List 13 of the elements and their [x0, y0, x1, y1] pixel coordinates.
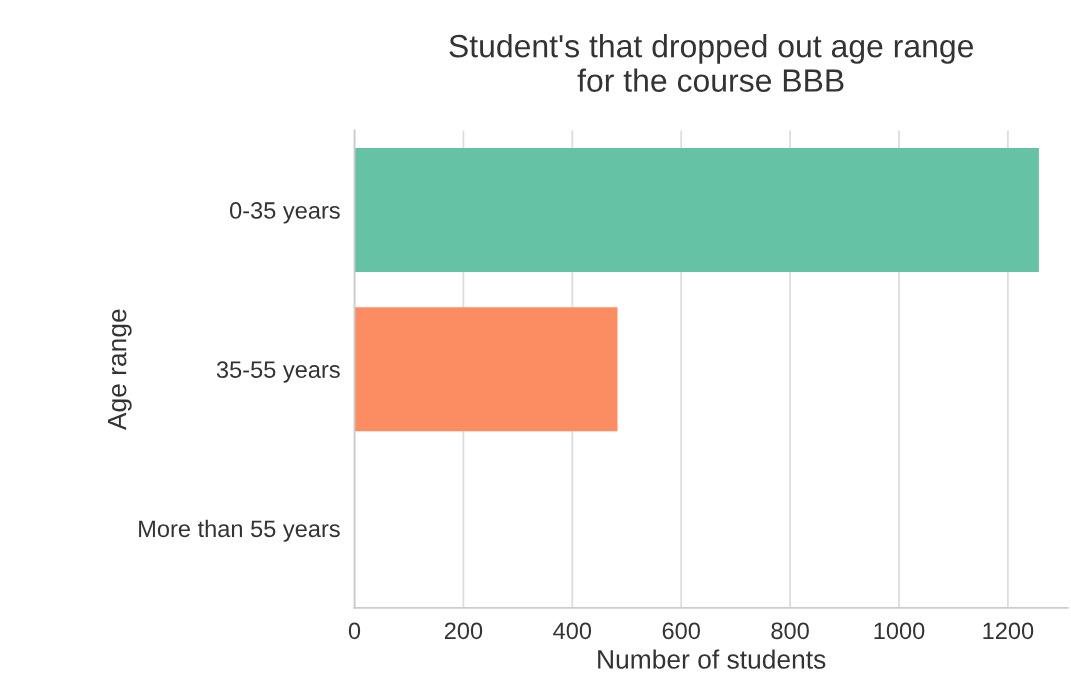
x-tick-label: 800	[771, 622, 809, 640]
x-tick-label: 400	[553, 622, 592, 640]
chart-title: Student's that dropped out age range for the course BBB	[449, 34, 973, 92]
x-tick-label: 600	[662, 622, 700, 640]
y-axis-title: Age range	[108, 309, 132, 431]
y-tick-label: 35-55 years	[216, 361, 340, 383]
x-tick-label: 200	[444, 622, 483, 640]
x-tick-label: 1200	[983, 622, 1034, 640]
y-tick-label: More than 55 years	[139, 519, 340, 542]
x-tick-label: 1000	[874, 622, 925, 640]
y-tick-label: 0-35 years	[229, 202, 340, 224]
x-tick-label: 0	[348, 622, 361, 640]
x-axis-title: Number of students	[598, 649, 826, 669]
